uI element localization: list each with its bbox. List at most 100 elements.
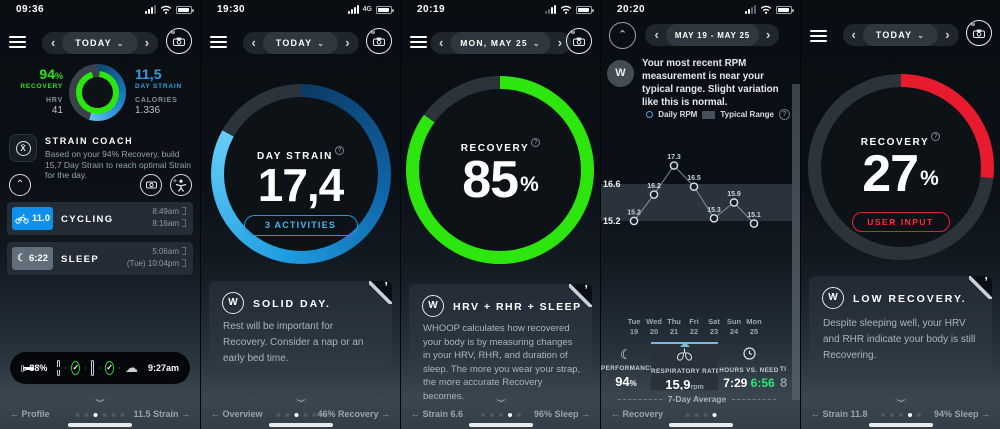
activity-row-cycling[interactable]: 11.0 CYCLING 8:49am 8:16am	[7, 202, 193, 235]
date-selector: ‹ TODAY ⌄ ›	[842, 24, 959, 46]
tab-performance[interactable]: ☾ PERFORMANCE 94%	[601, 347, 651, 389]
next-day-button[interactable]: ›	[945, 27, 950, 42]
insight-card[interactable]: ’ W SOLID DAY. Rest will be important fo…	[209, 279, 392, 365]
pager-right-strain[interactable]: 11.5 Strain →	[133, 409, 190, 419]
bike-icon	[15, 214, 29, 224]
prev-day-button[interactable]: ‹	[251, 35, 256, 50]
pager-left-strain[interactable]: ← Strain 6.6	[411, 409, 464, 419]
menu-icon[interactable]	[410, 36, 427, 48]
camera-icon	[173, 37, 185, 46]
insight-message: Your most recent RPM measurement is near…	[642, 58, 779, 108]
card-body: WHOOP calculates how recovered your body…	[423, 323, 581, 402]
pager-right-sleep[interactable]: 94% Sleep →	[933, 409, 990, 419]
info-icon[interactable]: ?	[779, 109, 790, 120]
pager-right-recovery[interactable]: 46% Recovery →	[317, 409, 390, 419]
menu-icon[interactable]	[9, 36, 26, 48]
pager-left-recovery[interactable]: ← Recovery	[611, 409, 664, 419]
insight-card[interactable]: ’ W LOW RECOVERY. Despite sleeping well,…	[809, 274, 992, 374]
camera-share-button[interactable]: w	[966, 20, 992, 46]
prev-day-button[interactable]: ‹	[438, 35, 444, 50]
svg-text:16.5: 16.5	[687, 175, 701, 182]
page-dots[interactable]	[75, 413, 125, 417]
date-pill[interactable]: MON, MAY 25 ⌄	[450, 32, 551, 54]
daily-rpm-marker-icon	[646, 111, 654, 118]
menu-icon[interactable]	[210, 36, 227, 48]
date-pill[interactable]: TODAY ⌄	[262, 32, 339, 54]
activities-button[interactable]: 3 ACTIVITIES	[243, 215, 358, 236]
tab-time-in-bed-partial[interactable]: TI 8	[780, 366, 788, 390]
pager-right-sleep[interactable]: 96% Sleep →	[533, 409, 590, 419]
info-icon[interactable]: ?	[931, 132, 941, 141]
status-time: 19:30	[217, 4, 246, 15]
next-week-button[interactable]: ›	[766, 27, 771, 42]
cloud-icon: ☁	[124, 360, 138, 375]
check-icon: ✓	[71, 361, 81, 375]
chevron-up-icon: ⌃	[617, 29, 628, 41]
collapse-week-button[interactable]: ⌃	[609, 22, 636, 49]
pager-left-strain[interactable]: ← Strain 11.8	[811, 409, 868, 419]
device-status-widget[interactable]: 88% ✓ ✓ ☁ 9:27am	[10, 352, 190, 384]
page-dots[interactable]	[480, 413, 521, 417]
prev-day-button[interactable]: ‹	[50, 35, 56, 50]
collapse-button[interactable]: ⌃	[9, 174, 31, 196]
activity-name: SLEEP	[61, 254, 100, 265]
clock-icon	[742, 347, 756, 360]
chart-day-labels: Tue 19 Wed 20 Thu 21 Fri 22 Sat 23 Sun 24 Mon 25	[624, 317, 764, 336]
tab-hours-vs-need[interactable]: HOURS VS. NEED 7:29 6:56	[718, 342, 780, 390]
share-photo-button[interactable]	[140, 174, 162, 196]
week-pill[interactable]: MAY 19 - MAY 25	[665, 24, 760, 46]
svg-text:15.2: 15.2	[627, 209, 641, 216]
next-day-button[interactable]: ›	[557, 35, 563, 50]
svg-text:15.3: 15.3	[707, 207, 721, 214]
menu-icon[interactable]	[810, 30, 827, 42]
chevron-down-icon: ⌄	[491, 393, 510, 405]
cycling-badge: 11.0	[12, 207, 53, 230]
wifi-icon	[760, 5, 772, 14]
home-indicator	[68, 423, 132, 427]
whoop-logo: W	[422, 295, 444, 317]
camera-share-button[interactable]: w	[366, 28, 392, 54]
strain-label: DAY STRAIN	[135, 83, 183, 90]
camera-share-button[interactable]: w	[166, 28, 192, 54]
card-title: LOW RECOVERY.	[853, 293, 967, 305]
chevron-down-icon: ⌄	[917, 30, 926, 40]
page-dots[interactable]	[276, 413, 325, 417]
status-time: 20:19	[417, 4, 446, 15]
tab-respiratory-rate[interactable]: RESPIRATORY RATE 15,9rpm	[651, 342, 718, 390]
insight-card[interactable]: ’ W HRV + RHR + SLEEP WHOOP calculates h…	[409, 282, 592, 402]
gauge-label-row: RECOVERY?	[401, 138, 600, 156]
svg-text:15.1: 15.1	[747, 212, 761, 219]
next-day-button[interactable]: ›	[144, 35, 150, 50]
info-icon[interactable]: ?	[531, 138, 541, 147]
panel-recovery-day: 20:19 ‹ MON, MAY 25 ⌄ › w RECOVERY? 85% ’…	[400, 0, 600, 429]
date-pill[interactable]: TODAY ⌄	[62, 32, 138, 54]
date-pill[interactable]: TODAY ⌄	[862, 24, 939, 46]
pager-left-profile[interactable]: ← Profile	[10, 409, 50, 419]
chevron-up-icon: ⌃	[15, 179, 25, 190]
prev-week-button[interactable]: ‹	[654, 27, 659, 42]
home-indicator	[268, 423, 333, 427]
wifi-icon	[560, 5, 572, 14]
user-input-button[interactable]: USER INPUT	[851, 212, 950, 232]
cellular-icon	[545, 5, 556, 14]
page-dots[interactable]	[685, 413, 716, 417]
prev-day-button[interactable]: ‹	[851, 27, 856, 42]
svg-text:15.2: 15.2	[603, 216, 621, 226]
page-dots[interactable]	[880, 413, 921, 417]
seven-day-average: 7-Day Average	[601, 394, 793, 404]
panel-recovery-low: ‹ TODAY ⌄ › w RECOVERY? 27% USER INPUT ’ …	[800, 0, 1000, 429]
calories-value: 1.336	[135, 105, 161, 116]
day-label: Sun 24	[726, 317, 742, 336]
camera-share-button[interactable]: w	[566, 28, 592, 54]
next-day-button[interactable]: ›	[345, 35, 350, 50]
rpm-line-chart: 16.6 15.2 15.2 16.2 17.3 16.5 15.3 15.9 15.1	[601, 148, 793, 252]
panel-respiratory-week: 20:20 ⌃ ‹ MAY 19 - MAY 25 › W Your most …	[600, 0, 800, 429]
add-activity-button[interactable]: +	[170, 174, 192, 196]
home-indicator	[668, 423, 733, 427]
recovery-gauge-ring	[808, 74, 994, 260]
pager-left-overview[interactable]: ← Overview	[211, 409, 263, 419]
info-icon[interactable]: ?	[335, 146, 344, 155]
battery-icon	[576, 6, 594, 14]
status-bar: 19:30 4G	[201, 4, 400, 18]
activity-row-sleep[interactable]: ☾ 6:22 SLEEP 5:06am (Tue) 10:04pm	[7, 242, 193, 275]
